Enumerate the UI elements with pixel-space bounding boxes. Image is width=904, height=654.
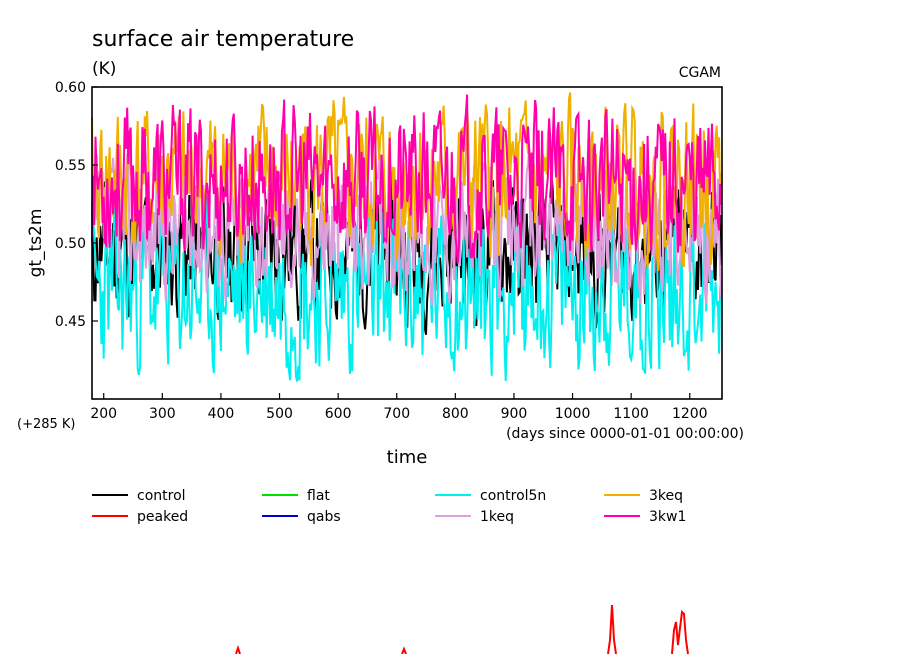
x-tick-label: 500 — [266, 406, 293, 422]
series-layer — [91, 92, 723, 382]
series-line-3kw1 — [91, 94, 723, 264]
tick-layer: 200 300 400 500 600 700 800 900 1000 1100 1200 0.45… — [55, 80, 708, 422]
x-axis-units: (days since 0000-01-01 00:00:00) — [506, 426, 744, 442]
legend-label-3keq: 3keq — [649, 488, 683, 504]
chart-units: (K) — [92, 59, 116, 79]
legend-label-control5n: control5n — [480, 488, 546, 504]
peaked-fragment — [607, 604, 617, 654]
x-tick-label: 900 — [501, 406, 528, 422]
x-tick-label: 700 — [383, 406, 410, 422]
bottom-fragments — [235, 604, 689, 654]
y-tick-label: 0.45 — [55, 314, 86, 330]
series-line-1keq — [91, 147, 723, 306]
x-tick-label: 600 — [325, 406, 352, 422]
y-tick-label: 0.50 — [55, 236, 86, 252]
y-axis-label: gt_ts2m — [26, 209, 46, 278]
y-offset-label: (+285 K) — [17, 417, 76, 432]
peaked-fragment — [235, 644, 241, 654]
legend-label-control: control — [137, 488, 186, 504]
peaked-fragment — [671, 609, 689, 654]
y-tick-label: 0.55 — [55, 158, 86, 174]
legend-label-flat: flat — [307, 488, 330, 504]
x-tick-label: 1100 — [613, 406, 649, 422]
legend-label-3kw1: 3kw1 — [649, 509, 686, 525]
x-tick-label: 300 — [149, 406, 176, 422]
x-tick-label: 800 — [442, 406, 469, 422]
chart-title: surface air temperature — [92, 27, 354, 52]
legend: control flat control5n 3keq peaked qabs 1keq 3k… — [92, 488, 686, 525]
x-tick-label: 1000 — [555, 406, 591, 422]
corner-label: CGAM — [679, 65, 721, 81]
x-tick-label: 1200 — [672, 406, 708, 422]
legend-label-1keq: 1keq — [480, 509, 514, 525]
legend-label-peaked: peaked — [137, 509, 188, 525]
y-tick-label: 0.60 — [55, 80, 86, 96]
x-tick-label: 400 — [208, 406, 235, 422]
x-axis-label: time — [387, 447, 428, 468]
x-tick-label: 200 — [90, 406, 117, 422]
peaked-fragment — [401, 646, 407, 654]
legend-label-qabs: qabs — [307, 509, 341, 525]
